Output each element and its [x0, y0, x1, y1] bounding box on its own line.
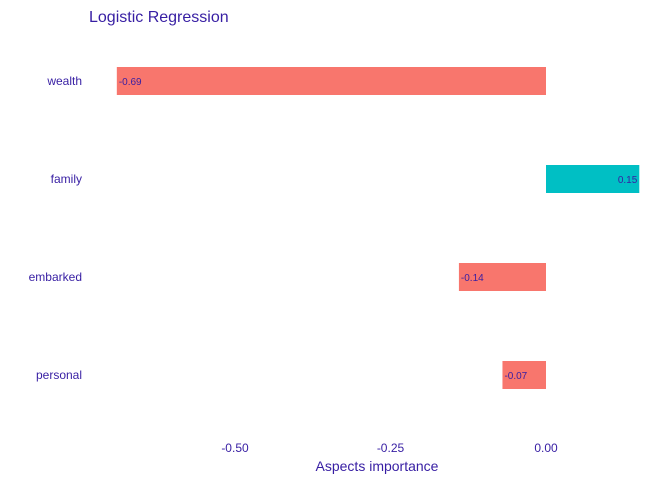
- y-tick-label-wealth: wealth: [46, 74, 82, 88]
- x-axis-label: Aspects importance: [316, 458, 439, 474]
- bars-group: -0.69 0.15 -0.14 -0.07: [116, 67, 640, 389]
- x-tick-label-0-00: 0.00: [534, 441, 558, 455]
- value-label-personal: -0.07: [504, 371, 527, 382]
- value-label-wealth: -0.69: [119, 77, 142, 88]
- y-tick-label-personal: personal: [36, 368, 82, 382]
- bar-wealth: [116, 67, 546, 95]
- value-label-family: 0.15: [618, 175, 638, 186]
- bar-embarked: [458, 263, 546, 291]
- bar-family: [546, 165, 640, 193]
- x-tick-label--0-25: -0.25: [377, 441, 405, 455]
- chart-title: Logistic Regression: [89, 9, 229, 26]
- value-label-embarked: -0.14: [461, 273, 484, 284]
- x-tick-labels: -0.50 -0.25 0.00: [221, 441, 558, 455]
- y-tick-label-embarked: embarked: [29, 270, 82, 284]
- y-tick-labels: wealth family embarked personal: [29, 74, 82, 382]
- y-tick-label-family: family: [51, 172, 82, 186]
- bar-personal: [502, 361, 546, 389]
- x-tick-label--0-50: -0.50: [221, 441, 249, 455]
